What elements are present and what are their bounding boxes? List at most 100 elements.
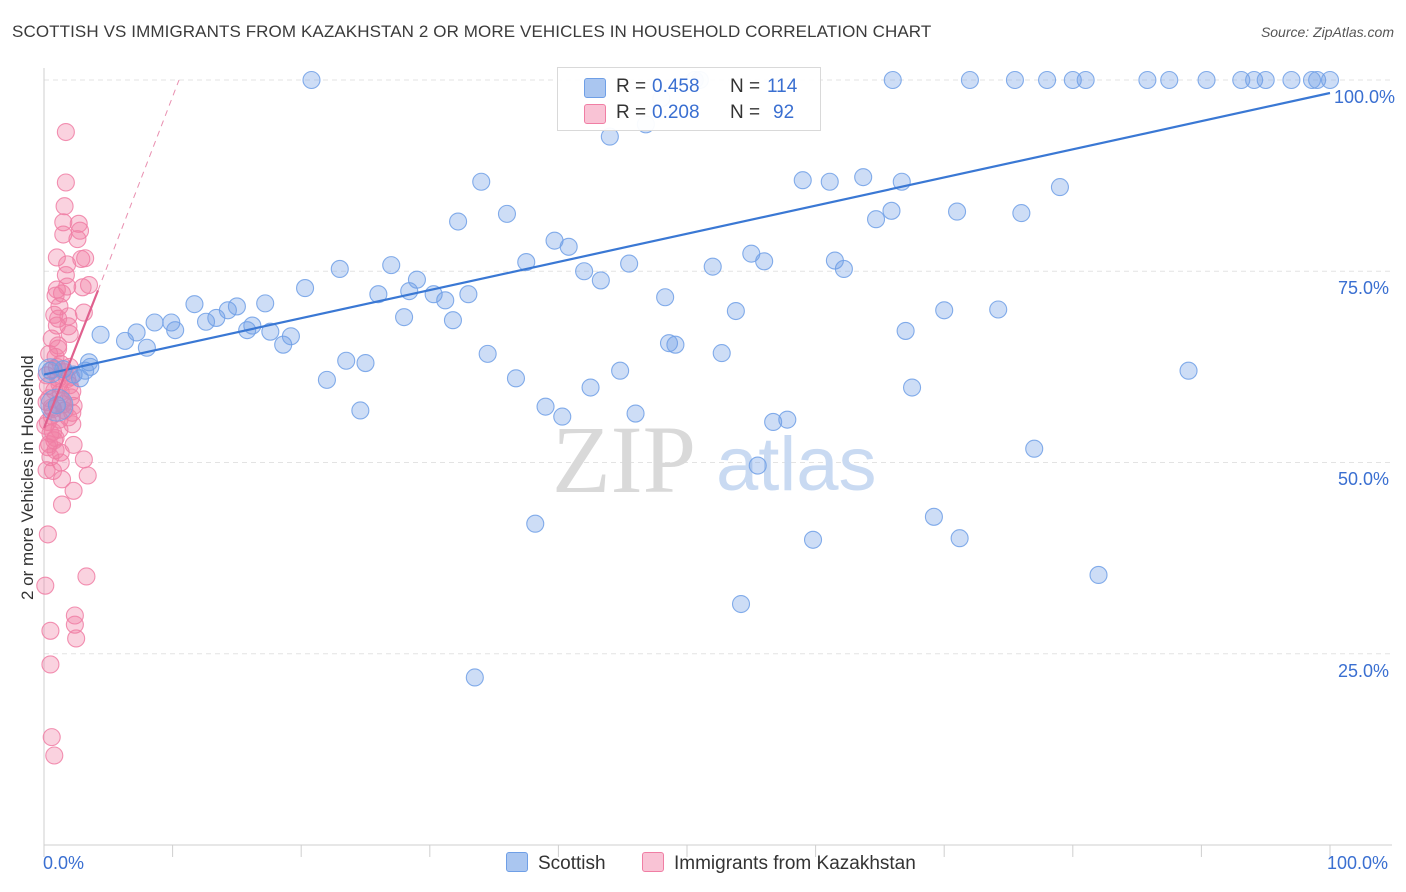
scottish-point [351,401,370,420]
scottish-point [517,253,536,272]
kazakhstan-point [47,248,66,267]
scottish-point [731,594,751,614]
scottish-point [526,514,545,533]
scottish-point [656,288,675,307]
scottish-point [1076,70,1095,90]
kazakhstan-point [67,629,86,648]
scottish-point [536,397,555,416]
scottish-point [1320,70,1340,90]
legend-swatch-kazakhstan [584,104,606,124]
scottish-point [948,202,967,221]
kazakhstan-point [64,481,83,500]
kazakhstan-point [41,655,60,674]
scottish-point [369,285,388,304]
scottish-point [703,257,722,276]
scottish-point [924,507,943,526]
scottish-point [712,344,731,363]
scottish-point [803,530,823,549]
scottish-point [449,212,468,231]
scottish-point [356,353,375,373]
kazakhstan-point [56,122,75,142]
scottish-point [611,361,630,380]
kazakhstan-point [45,305,64,324]
scottish-point [1256,70,1275,90]
kazakhstan-point [76,249,95,268]
scottish-point [1308,70,1327,90]
kazakhstan-point [64,435,83,454]
scottish-point [883,70,902,90]
legend-n-label: N = [730,102,761,123]
legend-r-label: R = [616,76,647,97]
kazakhstan-point [42,329,61,348]
kazakhstan-point [60,324,79,344]
kazakhstan-point [69,214,88,233]
kazakhstan-point [38,525,57,544]
scottish-point [91,325,110,344]
scottish-points [37,70,1340,687]
scottish-point [443,311,462,330]
kazakhstan-point [36,576,55,595]
y-tick-label-75: 75.0% [1338,278,1390,298]
legend-n-label: N = [730,76,761,97]
kazakhstan-point [77,567,96,586]
scottish-point [882,201,901,220]
scottish-point [281,327,300,346]
scottish-point [626,404,645,423]
legend-r-value: 0.458 [652,76,700,97]
scottish-point [1005,70,1024,90]
bottom-legend-label-scottish: Scottish [538,853,606,874]
bottom-legend-swatch-scottish [506,852,528,872]
kazakhstan-point [38,438,57,457]
scottish-point [581,378,600,397]
axes [43,68,1392,857]
scottish-point [1138,70,1157,90]
scottish-point [337,351,356,370]
scottish-point [755,252,774,271]
scottish-point [666,335,685,354]
scottish-point [1050,178,1069,197]
scottish-point [591,271,610,290]
watermark: ZIP atlas [552,406,877,513]
kazakhstan-point [52,284,72,303]
scottish-point [459,285,478,304]
scottish-point [436,291,455,310]
x-tick-label-0: 0.0% [43,853,85,873]
scottish-point [575,262,594,281]
legend-r-value: 0.208 [652,102,700,123]
scottish-point [902,378,922,397]
legend-r-label: R = [616,102,647,123]
scottish-point [1179,361,1198,380]
kazakhstan-point [45,746,64,765]
kazakhstan-point [56,173,75,192]
kazakhstan-point [70,221,90,240]
scottish-point [834,259,853,279]
source-label: Source: ZipAtlas.com [1260,24,1394,40]
scottish-point [317,370,336,389]
bottom-legend-scottish: Scottish [506,852,606,875]
scottish-point [395,308,414,327]
y-axis-label: 2 or more Vehicles in Household [18,355,37,600]
scottish-point [243,316,262,335]
scottish-point [185,295,204,314]
y-tick-label-50: 50.0% [1338,469,1390,489]
scottish-point [1160,70,1179,90]
kazakhstan-point [42,728,61,747]
bottom-legend-kazakhstan: Immigrants from Kazakhstan [642,852,916,875]
scottish-point [127,323,146,342]
scottish-point [1038,70,1057,90]
kazakhstan-point [55,197,74,216]
kazakhstan-point [54,225,73,244]
scottish-point [559,237,578,256]
stats-legend: R = 0.458 N = 114 R = 0.208 N = 92 [557,67,821,131]
kazakhstan-points [36,122,99,765]
kazakhstan-point [52,495,72,514]
scottish-point [166,321,185,340]
chart-title: SCOTTISH VS IMMIGRANTS FROM KAZAKHSTAN 2… [12,22,932,41]
scottish-point [793,171,812,190]
scottish-point [620,254,639,273]
scottish-point [465,668,484,687]
scottish-point [659,334,679,353]
kazakhstan-point [79,275,99,295]
scottish-point [256,294,275,313]
